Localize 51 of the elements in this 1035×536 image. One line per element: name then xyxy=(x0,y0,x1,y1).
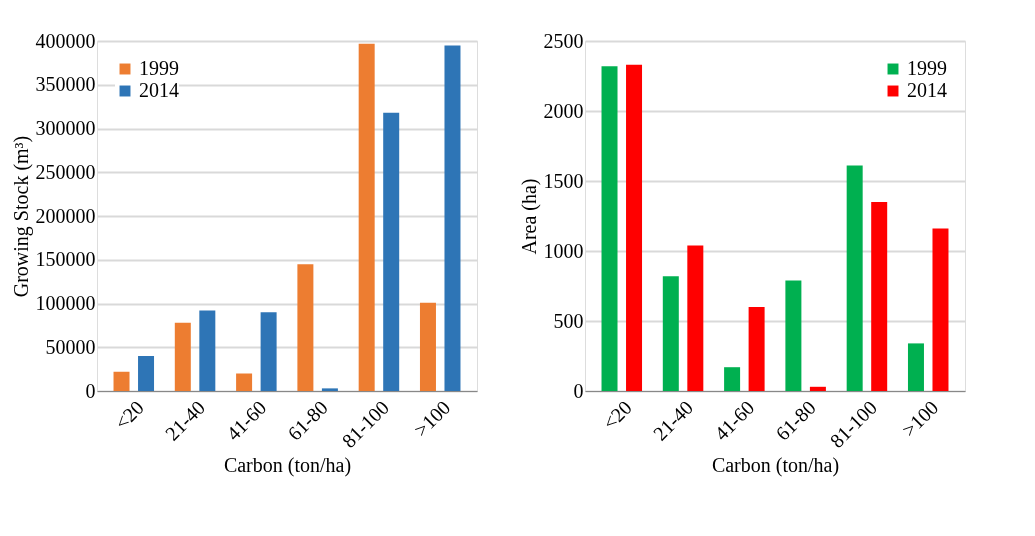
bar xyxy=(199,310,216,391)
bar xyxy=(907,343,924,391)
bar xyxy=(383,112,400,391)
bar xyxy=(297,264,314,391)
y-tick-label: 2000 xyxy=(543,99,584,122)
y-axis-title: Area (ha) xyxy=(517,178,541,255)
y-tick-label: 50000 xyxy=(45,335,96,358)
x-axis-title: Carbon (ton/ha) xyxy=(223,453,352,477)
bar xyxy=(724,367,741,391)
y-tick-label: 0 xyxy=(85,379,96,402)
y-axis-title: Growing Stock (m³) xyxy=(9,135,33,298)
legend-label: 2014 xyxy=(139,79,179,101)
x-tick-label: <20 xyxy=(598,396,636,434)
y-tick-label: 150000 xyxy=(35,248,96,271)
y-tick-label: 250000 xyxy=(35,160,96,183)
x-tick-label: >100 xyxy=(409,396,455,441)
x-tick-label: >100 xyxy=(897,396,943,441)
bar xyxy=(809,386,826,391)
bar xyxy=(687,245,704,391)
bar xyxy=(174,322,191,391)
bar xyxy=(138,356,155,391)
legend-label: 1999 xyxy=(139,57,179,79)
bar xyxy=(419,302,436,391)
legend-label: 2014 xyxy=(907,79,947,101)
bar xyxy=(260,312,277,391)
bar xyxy=(785,280,802,391)
y-tick-label: 1500 xyxy=(543,169,584,192)
y-tick-label: 1000 xyxy=(543,239,584,262)
y-tick-label: 350000 xyxy=(35,73,96,96)
y-tick-label: 0 xyxy=(573,379,584,402)
bar xyxy=(444,45,461,391)
bar xyxy=(846,165,863,391)
y-tick-label: 300000 xyxy=(35,117,96,139)
y-tick-label: 400000 xyxy=(35,29,96,52)
y-tick-label: 100000 xyxy=(35,292,96,314)
bar xyxy=(748,307,765,391)
y-tick-label: 500 xyxy=(553,309,584,332)
legend-label: 1999 xyxy=(907,57,947,79)
bar xyxy=(662,276,679,391)
bar xyxy=(321,388,338,391)
bar xyxy=(601,66,618,391)
bar xyxy=(236,373,253,391)
bar xyxy=(626,64,643,391)
bar xyxy=(358,43,375,391)
y-tick-label: 200000 xyxy=(35,204,96,227)
x-axis-title: Carbon (ton/ha) xyxy=(711,453,840,477)
bar xyxy=(113,371,130,391)
bar xyxy=(932,228,949,391)
bar xyxy=(871,202,888,391)
y-tick-label: 2500 xyxy=(543,29,584,52)
x-tick-label: <20 xyxy=(110,396,148,434)
